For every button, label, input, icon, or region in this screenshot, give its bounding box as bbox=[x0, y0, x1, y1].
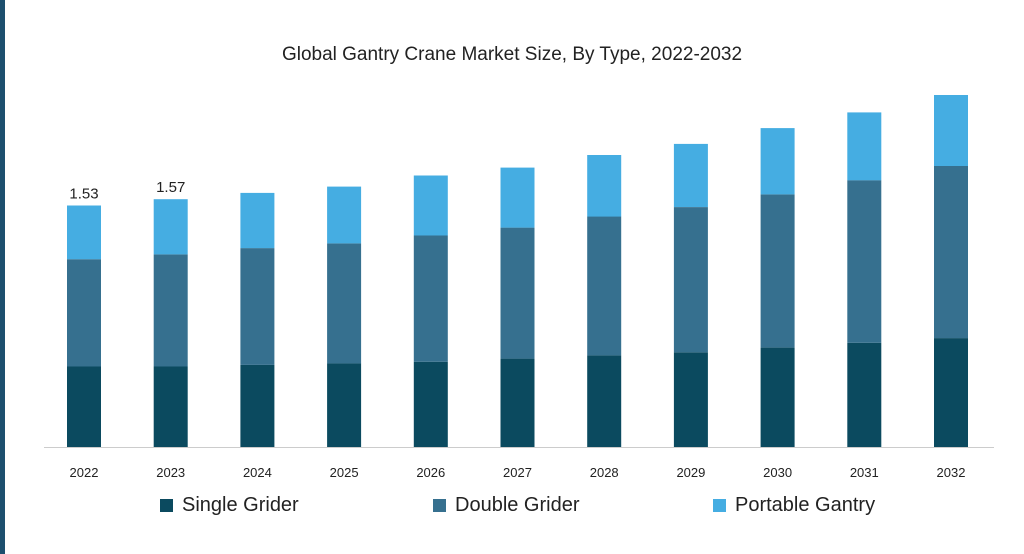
bar-single-grider-2022 bbox=[67, 366, 101, 447]
bar-single-grider-2025 bbox=[327, 363, 362, 447]
bar-double-grider-2029 bbox=[673, 207, 708, 353]
x-tick-label-2025: 2025 bbox=[330, 465, 359, 480]
bar-double-grider-2023 bbox=[153, 254, 188, 367]
bar-portable-gantry-2022 bbox=[67, 205, 101, 260]
bar-single-grider-2028 bbox=[587, 355, 622, 447]
x-tick-label-2028: 2028 bbox=[590, 465, 619, 480]
bar-double-grider-2026 bbox=[413, 235, 448, 362]
bar-double-grider-2030 bbox=[760, 194, 795, 348]
bar-double-grider-2024 bbox=[240, 248, 275, 365]
bar-double-grider-2027 bbox=[500, 227, 535, 359]
bar-single-grider-2024 bbox=[240, 364, 275, 447]
bar-single-grider-2027 bbox=[500, 358, 535, 447]
bar-portable-gantry-2028 bbox=[587, 155, 622, 217]
bar-double-grider-2028 bbox=[587, 216, 622, 356]
bar-portable-gantry-2027 bbox=[500, 167, 535, 228]
legend-label-single-grider: Single Grider bbox=[182, 494, 299, 516]
bar-single-grider-2030 bbox=[760, 347, 795, 447]
bar-double-grider-2032 bbox=[934, 166, 968, 339]
legend-item-portable-gantry: Portable Gantry bbox=[713, 494, 875, 517]
bar-group bbox=[67, 95, 968, 447]
legend-item-single-grider: Single Grider bbox=[160, 494, 299, 517]
bar-portable-gantry-2024 bbox=[240, 192, 275, 249]
bar-double-grider-2031 bbox=[847, 180, 882, 343]
bar-portable-gantry-2023 bbox=[153, 199, 188, 255]
legend: Single Grider Double Grider Portable Gan… bbox=[0, 494, 1024, 524]
bar-portable-gantry-2032 bbox=[934, 95, 968, 166]
legend-swatch-single-grider bbox=[160, 499, 173, 512]
total-labels: 1.53 1.57 bbox=[69, 179, 185, 202]
bar-single-grider-2032 bbox=[934, 338, 968, 447]
bar-portable-gantry-2029 bbox=[673, 143, 708, 207]
bar-portable-gantry-2031 bbox=[847, 112, 882, 181]
x-tick-label-2032: 2032 bbox=[937, 465, 966, 480]
bar-single-grider-2026 bbox=[413, 361, 448, 447]
bar-single-grider-2031 bbox=[847, 342, 882, 447]
left-accent-border bbox=[0, 0, 5, 554]
chart-title: Global Gantry Crane Market Size, By Type… bbox=[281, 44, 743, 65]
bar-portable-gantry-2026 bbox=[413, 175, 448, 236]
legend-label-double-grider: Double Grider bbox=[455, 494, 580, 516]
total-label-2022: 1.53 bbox=[69, 186, 98, 203]
x-tick-label-2022: 2022 bbox=[70, 465, 99, 480]
x-tick-label-2027: 2027 bbox=[503, 465, 532, 480]
legend-swatch-double-grider bbox=[433, 499, 446, 512]
legend-label-portable-gantry: Portable Gantry bbox=[735, 494, 876, 516]
bar-single-grider-2029 bbox=[673, 352, 708, 447]
total-label-2023: 1.57 bbox=[156, 179, 185, 196]
x-tick-label-2024: 2024 bbox=[243, 465, 272, 480]
bar-portable-gantry-2030 bbox=[760, 128, 795, 195]
x-tick-labels: 2022 2023 2024 2025 2026 2027 2028 2029 2030 2031… bbox=[70, 465, 966, 480]
bar-double-grider-2025 bbox=[327, 243, 362, 364]
bar-portable-gantry-2025 bbox=[327, 186, 362, 244]
x-tick-label-2026: 2026 bbox=[416, 465, 445, 480]
x-tick-label-2031: 2031 bbox=[850, 465, 879, 480]
bar-double-grider-2022 bbox=[67, 259, 101, 367]
x-tick-label-2029: 2029 bbox=[676, 465, 705, 480]
bar-single-grider-2023 bbox=[153, 366, 188, 447]
legend-swatch-portable-gantry bbox=[713, 499, 726, 512]
x-tick-label-2023: 2023 bbox=[156, 465, 185, 480]
legend-item-double-grider: Double Grider bbox=[433, 494, 580, 517]
x-tick-label-2030: 2030 bbox=[763, 465, 792, 480]
